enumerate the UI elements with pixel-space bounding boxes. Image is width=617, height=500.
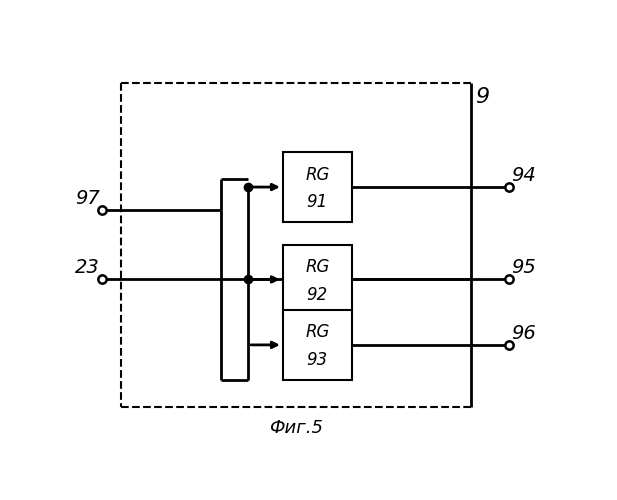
Text: 96: 96 <box>511 324 536 342</box>
Text: 91: 91 <box>307 194 328 212</box>
Bar <box>283 245 352 314</box>
Text: 93: 93 <box>307 351 328 369</box>
Text: 97: 97 <box>75 189 99 208</box>
Text: 9: 9 <box>475 87 489 107</box>
Text: 23: 23 <box>75 258 99 277</box>
Text: 95: 95 <box>511 258 536 277</box>
Text: 92: 92 <box>307 286 328 304</box>
Text: RG: RG <box>305 324 329 342</box>
Text: RG: RG <box>305 166 329 184</box>
Bar <box>283 152 352 222</box>
Bar <box>283 310 352 380</box>
Text: RG: RG <box>305 258 329 276</box>
Text: 94: 94 <box>511 166 536 184</box>
Text: Фиг.5: Фиг.5 <box>269 419 323 437</box>
